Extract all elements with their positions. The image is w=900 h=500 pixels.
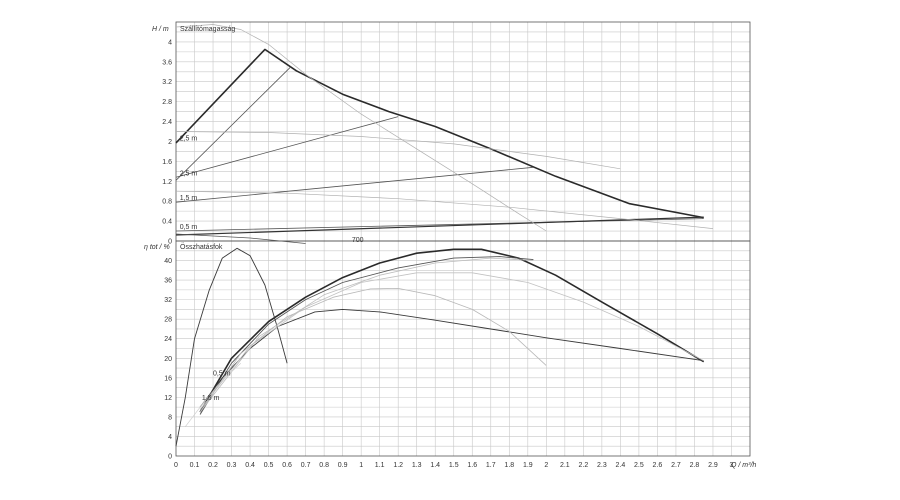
flow-x-tick-label: 1.7 [486, 462, 496, 469]
flow-x-tick-labels: 0 0.1 0.2 0.3 0.4 0.5 0.6 0.7 0.8 0.9 1 1.1 1.2 1.3 1.… [174, 462, 733, 469]
efficiency-y-tick-label: 24 [164, 336, 172, 343]
efficiency-y-tick-label: 0 [168, 454, 172, 461]
head-curve-annotation: 1,5 m [180, 195, 198, 202]
flow-x-tick-label: 0.3 [227, 462, 237, 469]
efficiency-annotations: 0,5 m 1,5 m [202, 370, 231, 401]
flow-x-tick-label: 0.6 [282, 462, 292, 469]
head-curve-9 [175, 190, 714, 229]
flow-x-tick-label: 1.1 [375, 462, 385, 469]
efficiency-curve-annotation: 1,5 m [202, 395, 220, 402]
flow-x-tick-label: 2.2 [578, 462, 588, 469]
efficiency-curves [175, 247, 705, 447]
flow-x-tick-label: 1.9 [523, 462, 533, 469]
flow-x-tick-label: 2.1 [560, 462, 570, 469]
efficiency-y-tick-label: 4 [168, 434, 172, 441]
head-y-tick-label: 1.2 [162, 179, 172, 186]
head-y-tick-label: 2.8 [162, 99, 172, 106]
head-curve-3 [175, 116, 399, 178]
efficiency-y-tick-label: 12 [164, 395, 172, 402]
efficiency-y-tick-label: 40 [164, 258, 172, 265]
head-y-tick-label: 3.2 [162, 79, 172, 86]
head-curve-2 [175, 66, 292, 181]
efficiency-y-tick-label: 28 [164, 317, 172, 324]
head-y-tick-label: 0.4 [162, 219, 172, 226]
head-curve-annotation: 0,5 m [180, 224, 198, 231]
head-curve-1 [175, 48, 704, 219]
efficiency-curve-annotation: 0,5 m [213, 370, 231, 377]
efficiency-y-tick-label: 32 [164, 297, 172, 304]
efficiency-panel-frame [175, 240, 751, 457]
head-panel-grid [176, 22, 750, 241]
efficiency-curve-5 [199, 288, 547, 413]
head-curve-4 [175, 166, 534, 203]
flow-x-tick-label: 1.5 [449, 462, 459, 469]
head-annotations: 2,5 m 2,5 m 1,5 m 0,5 m 700 [180, 135, 364, 244]
flow-x-tick-label: 0.2 [208, 462, 218, 469]
head-axis-label: H / m [152, 26, 169, 33]
flow-x-tick-label: 0 [174, 462, 178, 469]
efficiency-y-tick-label: 8 [168, 414, 172, 421]
efficiency-axis-label: η tot / % [144, 244, 170, 251]
flow-x-tick-label: 2 [544, 462, 548, 469]
efficiency-y-tick-label: 20 [164, 356, 172, 363]
head-y-tick-label: 0 [168, 239, 172, 246]
head-curve-annotation: 700 [352, 237, 364, 244]
flow-x-tick-label: 2.7 [671, 462, 681, 469]
efficiency-curve-7 [199, 257, 534, 413]
flow-x-tick-label: 1.3 [412, 462, 422, 469]
efficiency-panel-grid [176, 241, 750, 456]
head-y-tick-label: 4 [168, 39, 172, 46]
head-y-tick-label: 2 [168, 139, 172, 146]
flow-x-tick-label: 2.8 [690, 462, 700, 469]
flow-x-tick-label: 1.8 [504, 462, 514, 469]
head-y-tick-label: 2.4 [162, 119, 172, 126]
flow-x-tick-label: 2.3 [597, 462, 607, 469]
head-panel-title: Szállítómagasság [180, 26, 235, 33]
head-curve-5 [175, 218, 704, 232]
flow-x-tick-label: 2.6 [653, 462, 663, 469]
efficiency-curve-4 [175, 247, 288, 447]
efficiency-curve-2 [199, 256, 534, 415]
flow-x-tick-label: 2.4 [616, 462, 626, 469]
flow-x-tick-label: 0.1 [190, 462, 200, 469]
head-curve-6 [175, 216, 704, 236]
flow-x-tick-label: 0.7 [301, 462, 311, 469]
flow-x-tick-label: 0.4 [245, 462, 255, 469]
flow-x-tick-label: 2.9 [708, 462, 718, 469]
flow-x-tick-label: 0.9 [338, 462, 348, 469]
efficiency-curve-8 [185, 362, 242, 427]
flow-x-tick-label: 1.2 [393, 462, 403, 469]
head-y-tick-label: 3.6 [162, 59, 172, 66]
efficiency-y-tick-label: 16 [164, 375, 172, 382]
head-curve-annotation: 2,5 m [180, 135, 198, 142]
head-curve-10 [175, 233, 306, 244]
flow-x-tick-label: 1 [359, 462, 363, 469]
head-curve-8 [175, 131, 621, 170]
flow-x-tick-label: 2.5 [634, 462, 644, 469]
head-y-tick-label: 1.6 [162, 159, 172, 166]
flow-axis-label: Q / m³/h [731, 462, 756, 469]
head-curve-annotation: 2,5 m [180, 170, 198, 177]
efficiency-curve-6 [199, 272, 704, 410]
head-y-tick-label: 0.8 [162, 199, 172, 206]
flow-x-tick-label: 1.6 [467, 462, 477, 469]
efficiency-y-tick-labels: 0 4 8 12 16 20 24 28 32 36 40 [164, 258, 172, 460]
flow-x-tick-label: 3 [730, 462, 734, 469]
head-curves [175, 24, 714, 244]
flow-x-tick-label: 0.8 [319, 462, 329, 469]
head-y-tick-labels: 0 0.4 0.8 1.2 1.6 2 2.4 2.8 3.2 3.6 4 [162, 39, 172, 245]
efficiency-y-tick-label: 36 [164, 278, 172, 285]
flow-x-tick-label: 1.4 [430, 462, 440, 469]
flow-x-tick-label: 0.5 [264, 462, 274, 469]
efficiency-panel-title: Összhatásfok [180, 243, 223, 251]
head-curve-7 [175, 24, 547, 232]
